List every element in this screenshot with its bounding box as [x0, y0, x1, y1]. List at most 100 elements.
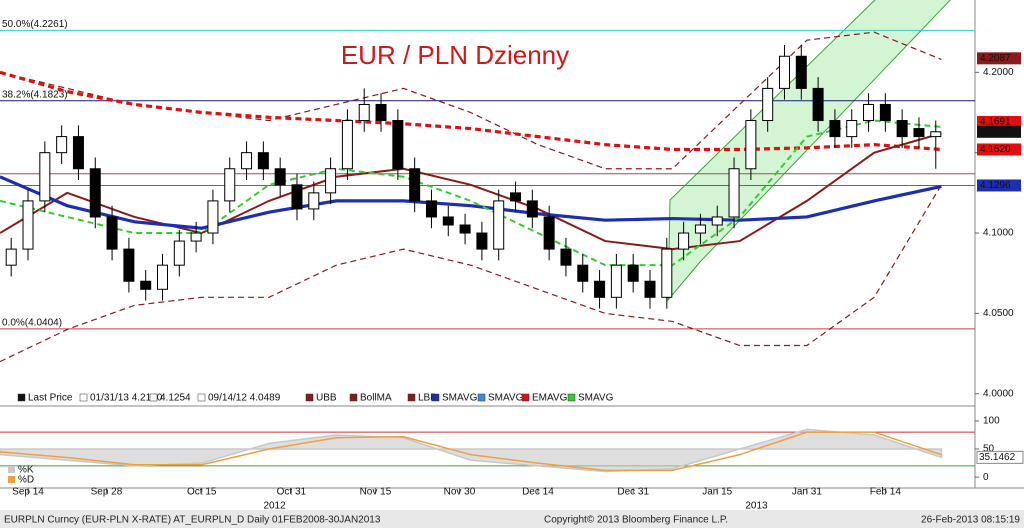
candle-body	[829, 120, 841, 138]
x-tick-label: Nov 30	[444, 487, 476, 498]
year-label: 2013	[745, 501, 768, 512]
candle-body	[257, 152, 269, 170]
x-tick-label: Jan 31	[792, 487, 822, 498]
candle-body	[157, 264, 168, 290]
candle-body	[543, 216, 555, 250]
candle-body	[526, 200, 538, 218]
candle-body	[123, 248, 135, 282]
osc-legend-text: %D	[18, 475, 34, 486]
legend-text: SMAVG	[578, 393, 614, 404]
osc-last-box	[976, 450, 1024, 464]
indicator-line	[0, 119, 942, 267]
x-tick-label: Sep 28	[91, 487, 123, 498]
last-value-label: 4.1296	[980, 180, 1011, 191]
fib-label: 0.0%(4.0404)	[2, 317, 62, 328]
candle-body	[325, 168, 337, 194]
x-tick-label: Oct 15	[187, 487, 217, 498]
legend-text: BollMA	[360, 393, 392, 404]
candle-body	[795, 55, 807, 89]
y-tick-label: 4.0500	[983, 308, 1014, 319]
last-value-box	[977, 143, 1021, 156]
fib-label: 38.2%(4.1823)	[2, 89, 68, 100]
candle-body	[358, 103, 370, 122]
footer-center: Copyright© 2013 Bloomberg Finance L.P.	[544, 515, 728, 526]
candle-body	[341, 120, 353, 170]
candle-body	[224, 168, 236, 202]
candle-body	[56, 136, 68, 154]
y-tick-label: 4.1000	[983, 228, 1014, 239]
legend-text: EMAVG	[532, 393, 568, 404]
osc-legend-swatch	[8, 466, 15, 473]
legend-swatch	[477, 393, 486, 402]
candle-body	[678, 232, 690, 250]
candle-body	[140, 280, 152, 290]
last-value-box	[977, 115, 1021, 128]
chart-title: EUR / PLN Dzienny	[341, 40, 569, 70]
candle-body	[22, 200, 34, 250]
last-value-box	[977, 52, 1021, 65]
candle-body	[846, 120, 858, 138]
candle-body	[493, 200, 505, 250]
candle-body	[728, 168, 740, 218]
legend-text: UBB	[316, 393, 337, 404]
candle-body	[762, 87, 774, 122]
candle-body	[72, 136, 84, 170]
last-value-label: 4.1630	[980, 126, 1011, 137]
footer-right: 26-Feb-2013 08:15:19	[921, 515, 1020, 526]
last-value-label: 4.1691	[980, 117, 1011, 128]
candle-body	[812, 87, 824, 122]
legend-text: 4.1254	[160, 393, 191, 404]
candle-body	[594, 280, 606, 298]
candle-body	[627, 264, 639, 282]
footer-left: EURPLN Curncy (EUR-PLN X-RATE) AT_EURPLN…	[4, 515, 381, 526]
y-tick-label: 4.0000	[983, 388, 1014, 399]
candle-body	[308, 192, 320, 210]
osc-tick-label: 50	[983, 444, 995, 455]
candle-body	[694, 224, 706, 234]
candle-body	[476, 232, 488, 250]
osc-tick-label: 100	[983, 416, 1000, 427]
candle-body	[39, 152, 51, 202]
candle-body	[274, 168, 286, 186]
candle-body	[173, 240, 185, 266]
candle-body	[510, 192, 522, 202]
candle-body	[375, 103, 387, 122]
osc-area	[0, 428, 943, 473]
candle-body	[661, 248, 673, 298]
candle-body	[930, 131, 942, 138]
legend-text: LBB	[418, 393, 437, 404]
candle-body	[425, 200, 437, 218]
candle-body	[610, 264, 622, 298]
legend-text: 09/14/12 4.0489	[208, 393, 281, 404]
candle-body	[106, 216, 118, 250]
osc-legend-swatch	[8, 476, 15, 483]
candle-body	[577, 264, 589, 282]
candle-body	[896, 120, 908, 138]
legend-text: SMAVG	[488, 393, 524, 404]
legend-text: SMAVG	[442, 393, 478, 404]
legend-swatch	[431, 393, 440, 402]
x-tick-label: Dec 31	[617, 487, 649, 498]
osc-tick-label: 0	[983, 472, 989, 483]
candle-body	[241, 152, 253, 170]
osc-last-label: 35.1462	[979, 452, 1016, 463]
year-label: 2012	[263, 501, 286, 512]
candle-body	[207, 200, 219, 234]
last-value-label: 4.1520	[980, 144, 1011, 155]
legend-text: 01/31/13 4.2140	[90, 393, 163, 404]
legend-swatch	[567, 393, 576, 402]
y-tick-label: 4.2000	[983, 67, 1014, 78]
candle-body	[291, 184, 303, 210]
legend-swatch	[149, 393, 158, 402]
fib-label: 50.0%(4.2261)	[2, 19, 68, 30]
legend-swatch	[349, 393, 358, 402]
candle-body	[745, 120, 757, 170]
last-value-box	[977, 125, 1021, 138]
indicator-line	[0, 70, 942, 152]
x-tick-label: Sep 14	[12, 487, 44, 498]
last-value-box	[977, 179, 1021, 192]
osc-line	[0, 431, 942, 472]
x-tick-label: Oct 31	[277, 487, 307, 498]
legend-swatch	[305, 393, 314, 402]
